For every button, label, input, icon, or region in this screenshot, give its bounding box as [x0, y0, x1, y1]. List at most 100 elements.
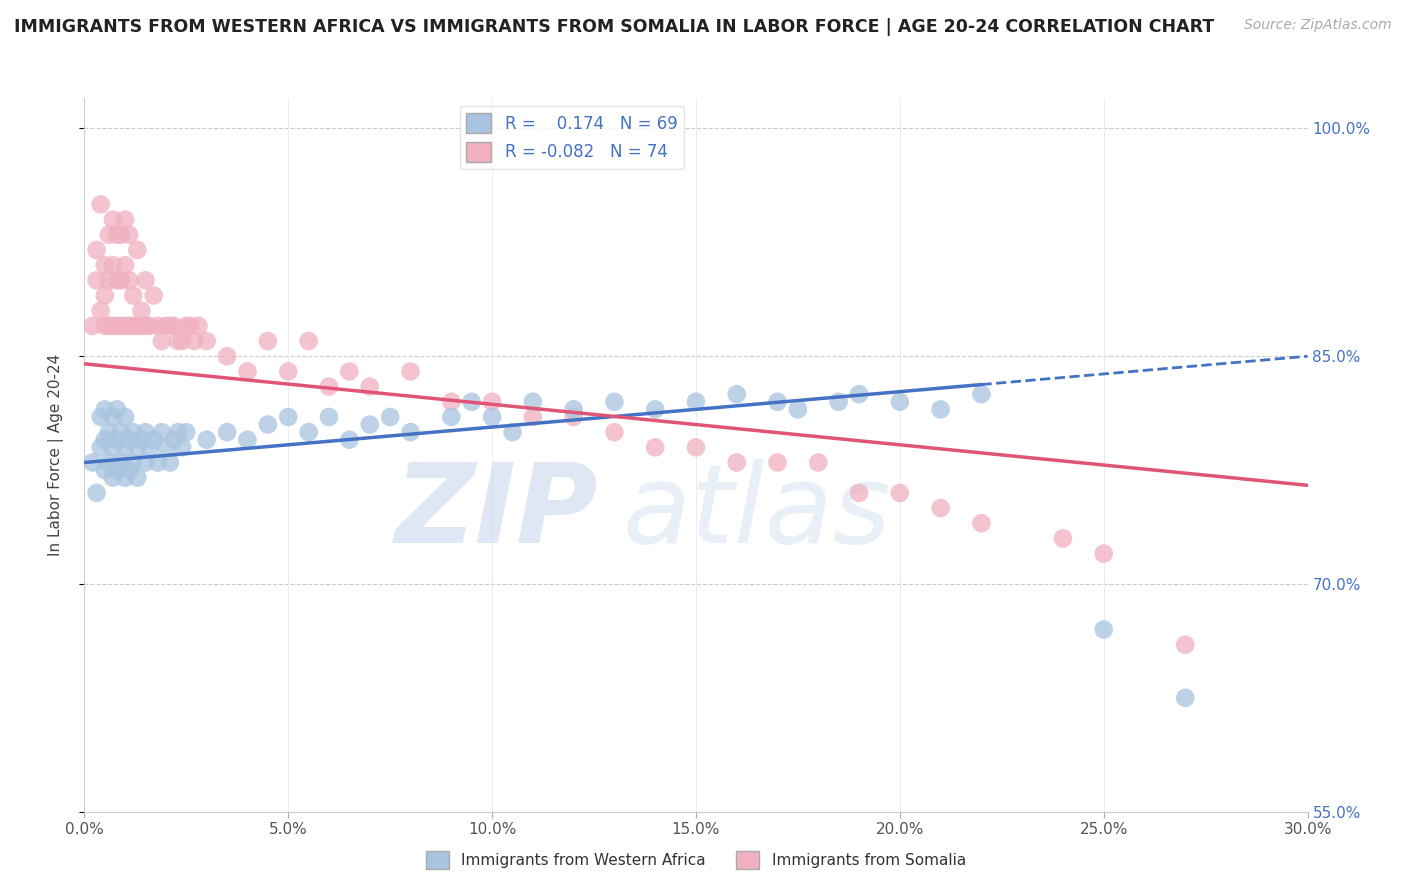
Point: [167, 425, 190, 439]
Point: [114, 212, 136, 227]
Point: [399, 364, 422, 378]
Point: [481, 409, 503, 424]
Point: [122, 288, 145, 302]
Point: [105, 433, 128, 447]
Point: [101, 440, 124, 454]
Point: [257, 417, 280, 432]
Point: [236, 433, 259, 447]
Point: [277, 409, 299, 424]
Point: [93, 402, 117, 417]
Point: [163, 433, 186, 447]
Point: [127, 471, 149, 485]
Point: [135, 425, 157, 439]
Point: [461, 394, 484, 409]
Point: [1174, 638, 1197, 652]
Point: [1092, 623, 1115, 637]
Point: [848, 387, 870, 401]
Y-axis label: In Labor Force | Age 20-24: In Labor Force | Age 20-24: [48, 354, 63, 556]
Point: [929, 501, 952, 516]
Point: [105, 402, 128, 417]
Point: [127, 243, 149, 257]
Point: [889, 394, 911, 409]
Point: [359, 379, 381, 393]
Point: [131, 318, 153, 333]
Point: [644, 440, 666, 454]
Point: [122, 318, 145, 333]
Point: [257, 334, 280, 348]
Point: [90, 409, 112, 424]
Point: [1174, 690, 1197, 705]
Point: [176, 425, 198, 439]
Point: [440, 394, 463, 409]
Point: [522, 409, 544, 424]
Point: [195, 433, 218, 447]
Point: [644, 402, 666, 417]
Point: [105, 227, 128, 242]
Point: [93, 433, 117, 447]
Point: [787, 402, 810, 417]
Point: [114, 471, 136, 485]
Point: [93, 288, 117, 302]
Point: [163, 318, 186, 333]
Point: [187, 318, 209, 333]
Point: [603, 425, 626, 439]
Point: [766, 456, 789, 470]
Point: [562, 409, 585, 424]
Point: [105, 463, 128, 477]
Point: [86, 243, 108, 257]
Point: [685, 394, 707, 409]
Point: [318, 379, 340, 393]
Point: [848, 486, 870, 500]
Point: [101, 318, 124, 333]
Point: [135, 273, 157, 287]
Point: [93, 318, 117, 333]
Point: [138, 318, 160, 333]
Point: [183, 334, 205, 348]
Point: [172, 334, 194, 348]
Point: [766, 394, 789, 409]
Point: [110, 318, 132, 333]
Point: [135, 456, 157, 470]
Point: [118, 463, 141, 477]
Point: [889, 486, 911, 500]
Point: [146, 456, 169, 470]
Point: [359, 417, 381, 432]
Point: [502, 425, 524, 439]
Point: [339, 433, 361, 447]
Point: [97, 456, 120, 470]
Point: [725, 387, 748, 401]
Point: [298, 425, 321, 439]
Point: [685, 440, 707, 454]
Point: [380, 409, 402, 424]
Point: [114, 318, 136, 333]
Point: [110, 227, 132, 242]
Point: [155, 318, 177, 333]
Point: [142, 288, 165, 302]
Point: [142, 433, 165, 447]
Point: [90, 197, 112, 211]
Text: atlas: atlas: [623, 458, 891, 566]
Point: [150, 334, 173, 348]
Point: [101, 471, 124, 485]
Point: [807, 456, 830, 470]
Point: [179, 318, 201, 333]
Point: [118, 227, 141, 242]
Point: [970, 387, 993, 401]
Point: [114, 409, 136, 424]
Point: [481, 394, 503, 409]
Point: [97, 273, 120, 287]
Point: [298, 334, 321, 348]
Point: [122, 425, 145, 439]
Point: [97, 227, 120, 242]
Point: [127, 440, 149, 454]
Point: [1052, 532, 1074, 546]
Point: [110, 273, 132, 287]
Point: [90, 440, 112, 454]
Point: [970, 516, 993, 531]
Point: [277, 364, 299, 378]
Point: [522, 394, 544, 409]
Point: [86, 273, 108, 287]
Point: [828, 394, 851, 409]
Point: [138, 440, 160, 454]
Point: [97, 318, 120, 333]
